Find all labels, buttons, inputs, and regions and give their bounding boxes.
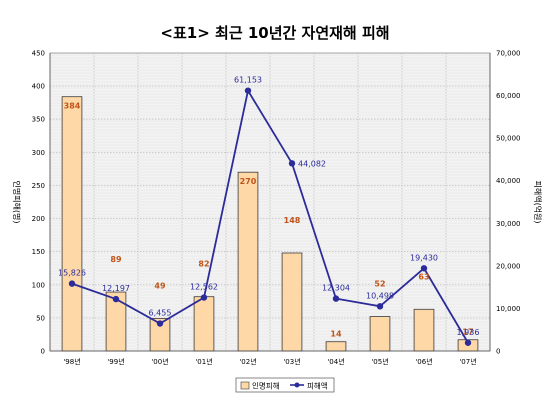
legend-label-line: 피해액	[307, 381, 328, 391]
line-point-6	[332, 295, 340, 302]
bar-7	[369, 316, 391, 352]
bar-label-4: 270	[240, 177, 257, 186]
y-left-axis-title: 인명피해(명)	[12, 180, 22, 223]
y-right-tick-label: 20,000	[496, 262, 521, 270]
axes: 0 50 100 150 200 250 300 350 400 450 0 10,000 20,000…	[12, 50, 543, 367]
line-point-2	[156, 320, 164, 327]
line-label-6: 12,304	[322, 284, 350, 293]
bar-8	[413, 308, 435, 352]
y-left-tick-label: 100	[32, 281, 45, 289]
y-right-tick-label: 0	[496, 348, 500, 356]
bar-5	[281, 252, 303, 352]
x-tick-label: '98년	[63, 357, 80, 366]
line-point-1	[112, 295, 120, 303]
line-label-3: 12,562	[190, 283, 218, 292]
legend-swatch-bar	[240, 381, 250, 390]
line-series	[68, 87, 472, 346]
bar-label-2: 49	[154, 282, 166, 291]
line-point-9	[464, 339, 472, 346]
x-tick-label: '00년	[151, 357, 168, 366]
line-label-1: 12,197	[102, 284, 130, 293]
legend: 인명피해 피해액	[235, 377, 335, 393]
y-left-tick-label: 450	[32, 50, 45, 58]
chart-title: <표1> 최근 10년간 자연재해 피해	[160, 24, 389, 42]
x-tick-label: '06년	[415, 357, 432, 366]
line-point-5	[288, 160, 296, 167]
x-tick-label: '05년	[371, 357, 388, 366]
bar-label-7: 52	[374, 280, 385, 289]
bar-label-0: 384	[64, 102, 81, 111]
bar-4	[237, 171, 259, 352]
data-labels: 384 89 49 82 270 148 14 52 63 17 15,826 12,197 6,455…	[58, 76, 479, 339]
line-label-8: 19,430	[410, 253, 438, 262]
bar-label-9: 17	[462, 328, 473, 337]
bar-label-3: 82	[198, 260, 209, 269]
y-left-tick-label: 50	[36, 314, 45, 322]
y-right-axis-title: 피해액(억원)	[533, 180, 543, 223]
y-right-tick-label: 30,000	[496, 220, 521, 228]
bar-label-5: 148	[284, 216, 301, 225]
y-left-tick-label: 300	[32, 149, 45, 157]
y-left-tick-label: 400	[32, 83, 45, 91]
line-label-0: 15,826	[58, 269, 86, 278]
x-tick-label: '04년	[327, 357, 344, 366]
line-label-9: 1,936	[457, 328, 480, 337]
legend-swatch-marker	[294, 382, 300, 388]
y-right-tick-label: 60,000	[496, 92, 521, 100]
bar-3	[193, 296, 215, 352]
y-left-tick-label: 0	[41, 348, 45, 356]
line-point-0	[68, 280, 76, 287]
line-label-2: 6,455	[149, 309, 172, 318]
x-tick-label: '07년	[459, 357, 476, 366]
y-right-tick-label: 10,000	[496, 305, 521, 313]
bar-label-1: 89	[110, 255, 122, 264]
line-point-3	[200, 294, 208, 301]
y-left-tick-label: 350	[32, 116, 45, 124]
x-tick-label: '02년	[239, 357, 256, 366]
y-right-tick-label: 70,000	[496, 50, 521, 58]
line-point-8	[420, 265, 428, 272]
legend-box	[235, 377, 335, 393]
line-point-4	[244, 87, 252, 94]
line-path	[71, 88, 469, 344]
y-left-tick-label: 200	[32, 215, 45, 223]
line-label-7: 10,498	[366, 291, 394, 300]
y-right-tick-label: 40,000	[496, 177, 521, 185]
legend-label-bar: 인명피해	[252, 381, 280, 391]
bar-0	[61, 96, 83, 352]
y-right-tick-label: 50,000	[496, 135, 521, 143]
line-label-4: 61,153	[234, 76, 262, 85]
bar-label-8: 63	[418, 272, 429, 281]
y-left-tick-label: 250	[32, 182, 45, 190]
line-label-5: 44,082	[298, 159, 326, 168]
x-tick-label: '03년	[283, 357, 300, 366]
bar-6	[325, 341, 347, 352]
x-tick-label: '99년	[107, 357, 124, 366]
line-point-7	[376, 303, 384, 310]
x-tick-label: '01년	[195, 357, 212, 366]
bar-label-6: 14	[330, 330, 342, 339]
y-left-tick-label: 150	[32, 248, 45, 256]
